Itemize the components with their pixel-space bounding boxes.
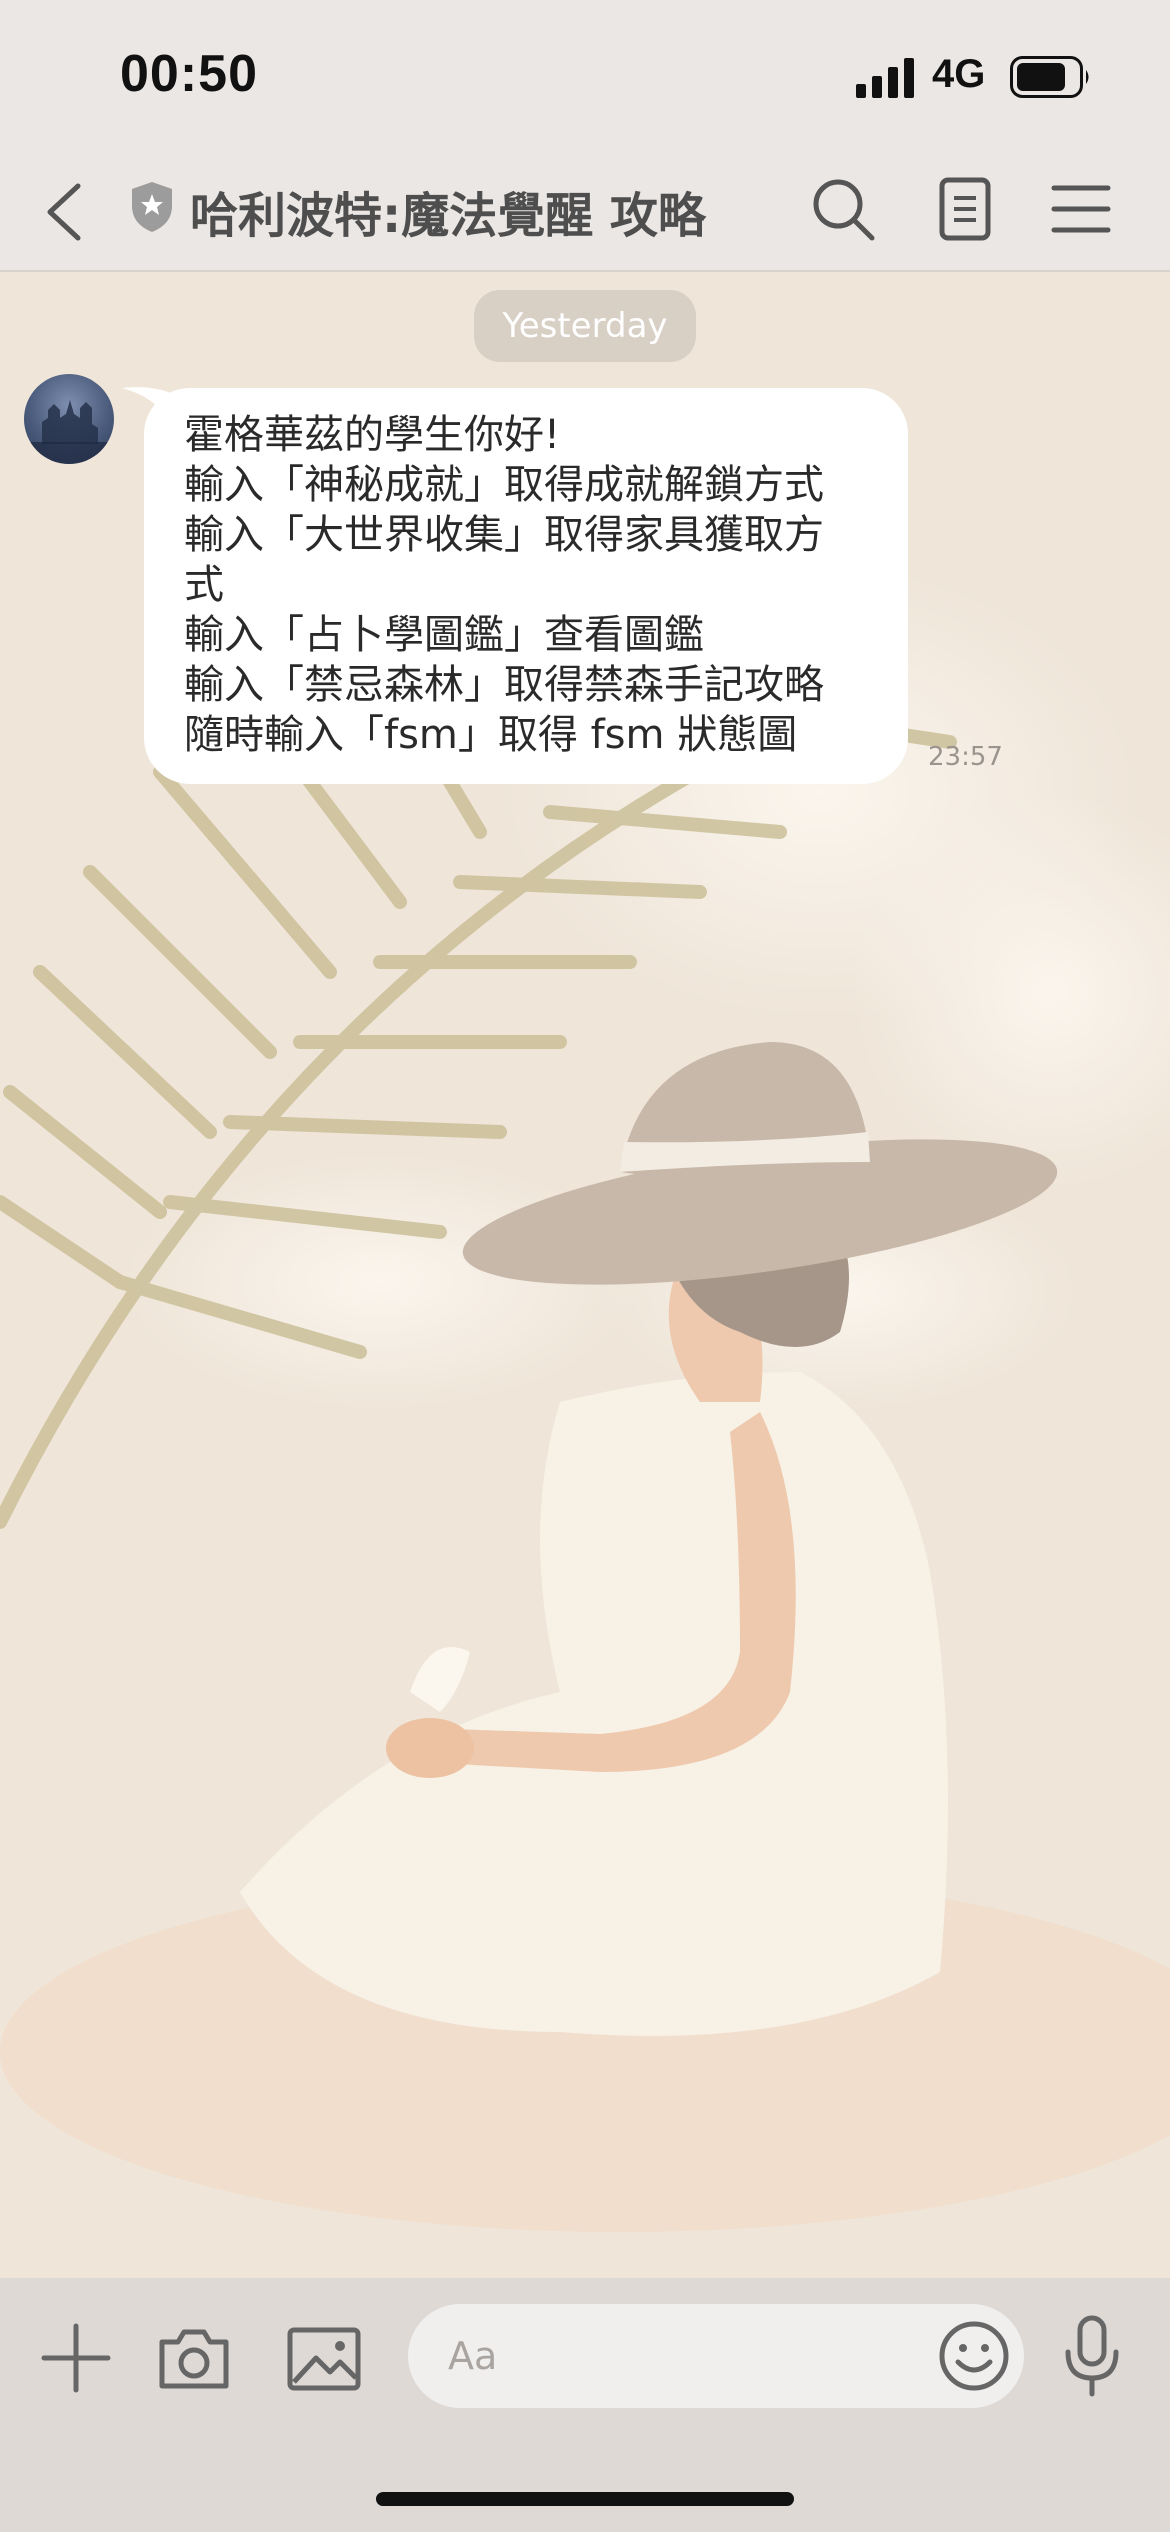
microphone-icon[interactable] — [1054, 2314, 1130, 2398]
input-bar — [0, 2278, 1170, 2532]
chat-header: 哈利波特:魔法覺醒 攻略 — [0, 150, 1170, 272]
back-icon[interactable] — [40, 180, 90, 244]
chat-area[interactable]: Yesterday 霍格華茲的學生你好! 輸入「神秘成就」取得成就解鎖方式 輸入… — [0, 272, 1170, 2278]
message-input[interactable] — [408, 2304, 1024, 2408]
search-icon[interactable] — [808, 174, 878, 244]
message-line: 隨時輸入「fsm」取得 fsm 狀態圖 — [184, 712, 798, 758]
castle-icon — [24, 400, 114, 464]
message-line: 輸入「大世界收集」取得家具獲取方 — [184, 512, 824, 558]
menu-icon[interactable] — [1046, 174, 1116, 244]
message-line: 輸入「神秘成就」取得成就解鎖方式 — [184, 462, 824, 508]
message-line: 霍格華茲的學生你好! — [184, 412, 561, 458]
message-line: 輸入「禁忌森林」取得禁森手記攻略 — [184, 662, 824, 708]
message-bubble[interactable]: 霍格華茲的學生你好! 輸入「神秘成就」取得成就解鎖方式 輸入「大世界收集」取得家… — [144, 388, 908, 784]
emoji-icon[interactable] — [934, 2316, 1014, 2396]
wallpaper-illustration — [0, 562, 1170, 2232]
status-bar: 00:50 4G — [0, 0, 1170, 150]
date-separator: Yesterday — [474, 290, 696, 362]
avatar[interactable] — [24, 374, 114, 464]
shield-star-icon — [132, 182, 172, 232]
network-label: 4G — [932, 52, 986, 96]
status-time: 00:50 — [120, 45, 258, 103]
camera-icon[interactable] — [154, 2318, 234, 2398]
message-line: 輸入「占卜學圖鑑」查看圖鑑 — [184, 612, 704, 658]
message-line: 式 — [184, 562, 224, 608]
message-text: 霍格華茲的學生你好! 輸入「神秘成就」取得成就解鎖方式 輸入「大世界收集」取得家… — [184, 410, 884, 760]
chat-title: 哈利波特:魔法覺醒 攻略 — [190, 188, 706, 244]
image-icon[interactable] — [284, 2318, 364, 2398]
notes-icon[interactable] — [930, 174, 1000, 244]
signal-icon — [856, 58, 914, 98]
plus-icon[interactable] — [36, 2318, 116, 2398]
battery-icon — [1010, 56, 1089, 98]
message-timestamp: 23:57 — [928, 742, 1003, 772]
home-indicator — [376, 2492, 794, 2506]
